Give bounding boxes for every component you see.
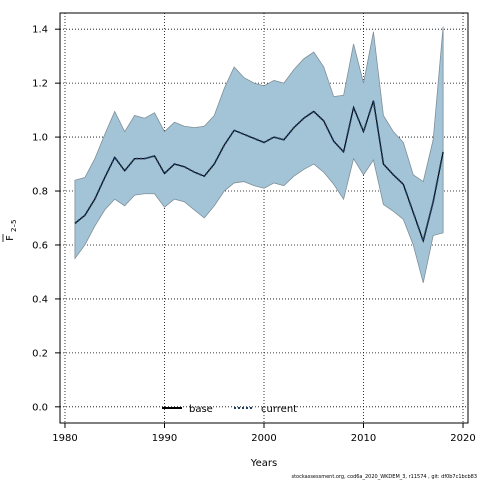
- y-tick-label-1.2: 1.2: [32, 79, 48, 90]
- y-tick-label-1.4: 1.4: [32, 25, 48, 36]
- y-axis-label: F 2–5: [2, 220, 18, 242]
- y-tick-label-0.4: 0.4: [32, 294, 48, 305]
- legend-label-base: base: [189, 404, 213, 415]
- series-line-current: [74, 100, 445, 245]
- x-axis-label: Years: [250, 458, 277, 469]
- series-lines: [74, 100, 445, 245]
- y-tick-label-0.6: 0.6: [32, 240, 48, 251]
- y-tick-label-0.8: 0.8: [32, 187, 48, 198]
- x-axis: 1980 1990 2000 2010 2020: [52, 423, 476, 444]
- legend-label-current: current: [261, 404, 297, 415]
- y-axis: 0.0 0.2 0.4 0.6 0.8 1.0 1.2 1.4: [32, 25, 60, 413]
- y-tick-label-1: 1.0: [32, 133, 48, 144]
- y-axis-label-main: F: [5, 235, 16, 241]
- x-tick-label-2000: 2000: [251, 433, 276, 444]
- x-tick-label-2010: 2010: [351, 433, 376, 444]
- footer-note: stockassessment.org, cod6a_2020_WKDEM_3,…: [291, 474, 477, 480]
- legend: base current: [162, 404, 297, 415]
- y-axis-label-subscript: 2–5: [10, 220, 18, 232]
- y-tick-label-0.2: 0.2: [32, 348, 48, 359]
- x-tick-label-1980: 1980: [52, 433, 77, 444]
- confidence-band-current: [74, 26, 444, 283]
- x-tick-label-2020: 2020: [450, 433, 475, 444]
- x-tick-label-1990: 1990: [152, 433, 177, 444]
- y-tick-label-0: 0.0: [32, 402, 48, 413]
